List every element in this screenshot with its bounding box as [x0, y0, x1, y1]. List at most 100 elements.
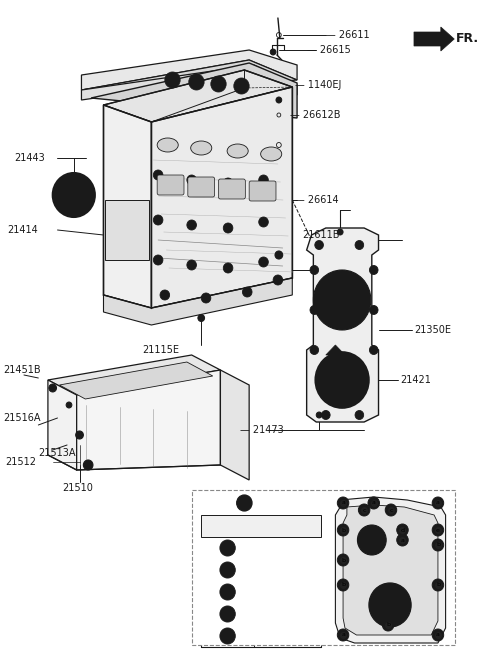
Polygon shape — [343, 505, 438, 635]
Text: d: d — [400, 527, 405, 533]
Text: 21611B: 21611B — [302, 230, 339, 240]
Circle shape — [262, 178, 265, 182]
Polygon shape — [326, 345, 345, 368]
Polygon shape — [104, 70, 292, 122]
Text: VIEW: VIEW — [206, 500, 242, 510]
Circle shape — [372, 308, 376, 312]
Circle shape — [315, 352, 369, 408]
Polygon shape — [82, 50, 297, 90]
Circle shape — [368, 497, 380, 509]
Polygon shape — [336, 497, 445, 643]
Circle shape — [168, 75, 177, 85]
Text: a: a — [436, 632, 440, 638]
Bar — [106, 200, 148, 260]
Circle shape — [187, 260, 196, 270]
Text: 1120NY: 1120NY — [270, 632, 305, 640]
Text: PNC: PNC — [278, 522, 297, 531]
Circle shape — [220, 606, 235, 622]
Circle shape — [276, 97, 282, 103]
Text: 21443: 21443 — [14, 153, 45, 163]
Circle shape — [315, 241, 324, 249]
FancyBboxPatch shape — [157, 175, 184, 195]
Circle shape — [190, 223, 193, 227]
Circle shape — [276, 278, 280, 282]
Circle shape — [312, 268, 316, 272]
Text: FR.: FR. — [456, 33, 479, 45]
Circle shape — [226, 266, 230, 270]
Circle shape — [156, 258, 160, 262]
Circle shape — [220, 628, 235, 644]
Circle shape — [370, 266, 378, 274]
Text: c: c — [362, 508, 366, 512]
Text: 22320: 22320 — [273, 609, 301, 619]
Circle shape — [324, 413, 328, 417]
Circle shape — [355, 241, 364, 249]
Circle shape — [322, 411, 330, 419]
Circle shape — [190, 263, 193, 267]
Text: 21421: 21421 — [401, 375, 432, 385]
Circle shape — [273, 275, 283, 285]
Polygon shape — [77, 370, 220, 470]
Circle shape — [316, 412, 322, 418]
Circle shape — [432, 524, 444, 536]
Text: 1123LJ: 1123LJ — [272, 588, 303, 596]
Circle shape — [372, 268, 376, 272]
Circle shape — [220, 540, 235, 556]
Text: c: c — [225, 588, 230, 596]
Circle shape — [317, 243, 321, 247]
Text: 21115E: 21115E — [142, 345, 179, 355]
Circle shape — [372, 348, 376, 352]
Circle shape — [358, 413, 361, 417]
Circle shape — [234, 78, 249, 94]
Text: 21512: 21512 — [5, 457, 36, 467]
Circle shape — [66, 402, 72, 408]
Circle shape — [60, 180, 88, 210]
Ellipse shape — [157, 138, 178, 152]
Text: e: e — [225, 632, 230, 640]
Text: 21513A: 21513A — [38, 448, 76, 458]
Circle shape — [153, 170, 163, 180]
Polygon shape — [414, 27, 454, 51]
Circle shape — [223, 178, 233, 188]
Circle shape — [432, 629, 444, 641]
Circle shape — [84, 460, 93, 470]
Circle shape — [165, 72, 180, 88]
Polygon shape — [220, 370, 249, 480]
Text: — 21473: — 21473 — [240, 425, 283, 435]
Text: b: b — [436, 583, 440, 588]
Circle shape — [270, 49, 276, 55]
Polygon shape — [307, 228, 379, 422]
Circle shape — [337, 579, 349, 591]
Circle shape — [192, 77, 201, 87]
Circle shape — [187, 175, 196, 185]
Circle shape — [312, 308, 316, 312]
Polygon shape — [48, 355, 220, 395]
Text: — 26615: — 26615 — [307, 45, 350, 55]
Circle shape — [385, 504, 397, 516]
Circle shape — [163, 293, 167, 297]
Circle shape — [337, 554, 349, 566]
Circle shape — [364, 532, 380, 548]
Circle shape — [237, 495, 252, 511]
Text: a: a — [341, 632, 345, 638]
Bar — [192, 490, 455, 645]
Ellipse shape — [261, 147, 282, 161]
Circle shape — [223, 263, 233, 273]
Ellipse shape — [227, 144, 248, 158]
Circle shape — [242, 287, 252, 297]
Text: 1140ER: 1140ER — [270, 565, 305, 575]
Circle shape — [201, 293, 211, 303]
Circle shape — [310, 306, 319, 314]
Text: b: b — [386, 623, 390, 628]
Text: 1140GD: 1140GD — [269, 544, 306, 552]
Circle shape — [156, 173, 160, 177]
Circle shape — [337, 497, 349, 509]
Circle shape — [153, 215, 163, 225]
Polygon shape — [201, 515, 321, 537]
Circle shape — [237, 81, 246, 91]
Circle shape — [432, 497, 444, 509]
Circle shape — [245, 290, 249, 294]
Circle shape — [321, 278, 363, 322]
Circle shape — [226, 181, 230, 185]
Circle shape — [369, 583, 411, 627]
